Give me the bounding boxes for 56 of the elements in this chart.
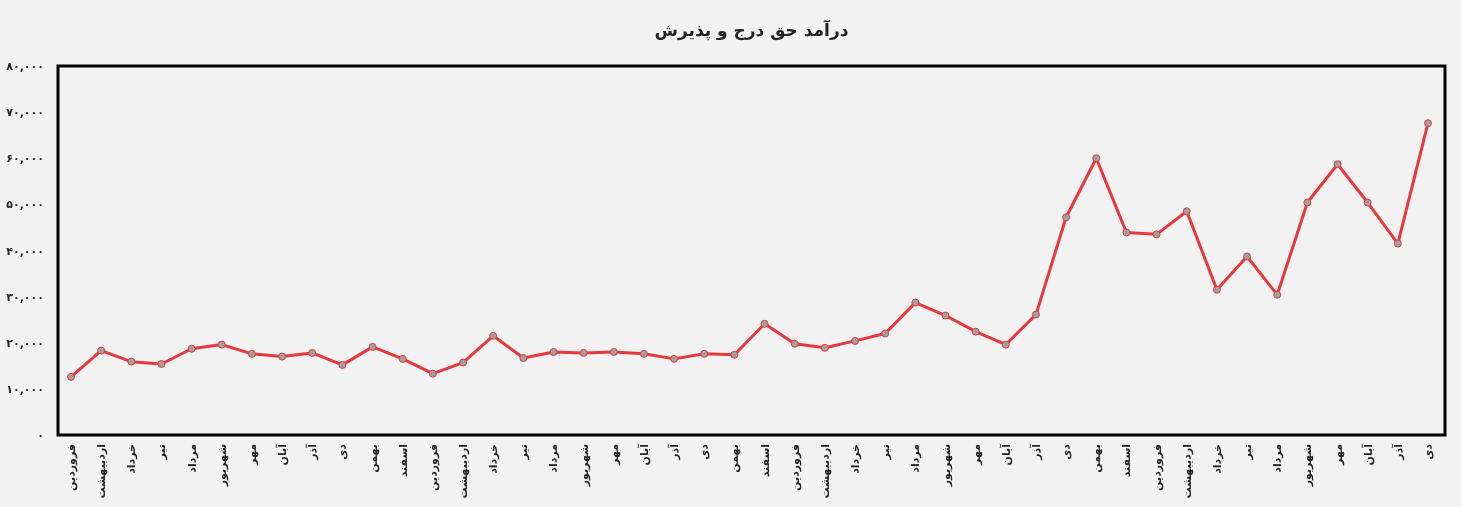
- xtick: اردیبهشت: [95, 444, 109, 499]
- xtick: مهر: [245, 444, 259, 465]
- xtick: خرداد: [849, 444, 863, 474]
- xtick: شهریور: [215, 444, 229, 487]
- xtick: آبان: [1361, 444, 1375, 466]
- xtick: آذر: [306, 444, 320, 460]
- xtick: اسفند: [396, 444, 410, 478]
- ytick: ۳۰,۰۰۰: [6, 290, 44, 304]
- xtick: دی: [1422, 444, 1435, 460]
- xtick: دی: [336, 444, 350, 460]
- xtick: آذر: [1030, 444, 1043, 460]
- xtick: شهریور: [1301, 444, 1315, 487]
- xtick: مهر: [969, 444, 983, 465]
- xtick: دی: [1060, 444, 1074, 460]
- xtick: تیر: [879, 444, 893, 460]
- xtick: شهریور: [939, 444, 953, 487]
- xtick: خرداد: [487, 444, 501, 474]
- xtick: تیر: [1241, 444, 1255, 460]
- ytick: ۷۰,۰۰۰: [6, 106, 44, 120]
- xtick: مرداد: [547, 444, 561, 473]
- xtick: اردیبهشت: [1180, 444, 1194, 499]
- xtick: خرداد: [125, 444, 139, 474]
- xtick: تیر: [517, 444, 531, 460]
- xtick: مرداد: [185, 444, 199, 473]
- xtick: آذر: [668, 444, 682, 460]
- xtick: بهمن: [728, 444, 742, 473]
- xtick: فروردین: [1150, 444, 1164, 491]
- xtick: تیر: [155, 444, 169, 460]
- xtick: فروردین: [788, 444, 802, 491]
- xtick: اردیبهشت: [818, 444, 832, 499]
- xtick: بهمن: [366, 444, 380, 473]
- xtick: خرداد: [1210, 444, 1224, 474]
- xtick: بهمن: [1090, 444, 1104, 473]
- ytick: ۸۰,۰۰۰: [6, 60, 44, 73]
- xtick: اردیبهشت: [457, 444, 470, 499]
- xtick: مرداد: [1271, 444, 1285, 473]
- xtick: دی: [698, 444, 712, 460]
- ytick: ۱۰,۰۰۰: [6, 382, 44, 396]
- xtick: اسفند: [1120, 444, 1134, 478]
- ytick: ۰: [37, 429, 44, 442]
- ytick: ۴۰,۰۰۰: [6, 244, 44, 258]
- xtick: شهریور: [577, 444, 591, 487]
- ytick: ۲۰,۰۰۰: [6, 336, 44, 350]
- xtick: آبان: [999, 444, 1013, 466]
- xtick: آبان: [637, 444, 651, 466]
- xtick: اسفند: [758, 444, 772, 478]
- ytick: ۵۰,۰۰۰: [6, 198, 44, 212]
- xtick: مهر: [607, 444, 621, 465]
- xtick: فروردین: [65, 444, 78, 491]
- xtick: مهر: [1331, 444, 1345, 465]
- xtick: فروردین: [426, 444, 440, 491]
- xtick: آذر: [1391, 444, 1405, 460]
- ytick: ۶۰,۰۰۰: [6, 152, 44, 166]
- title: درآمد حق درج و پذیرش: [654, 20, 849, 40]
- xtick: مرداد: [909, 444, 923, 473]
- xtick: آبان: [276, 444, 290, 466]
